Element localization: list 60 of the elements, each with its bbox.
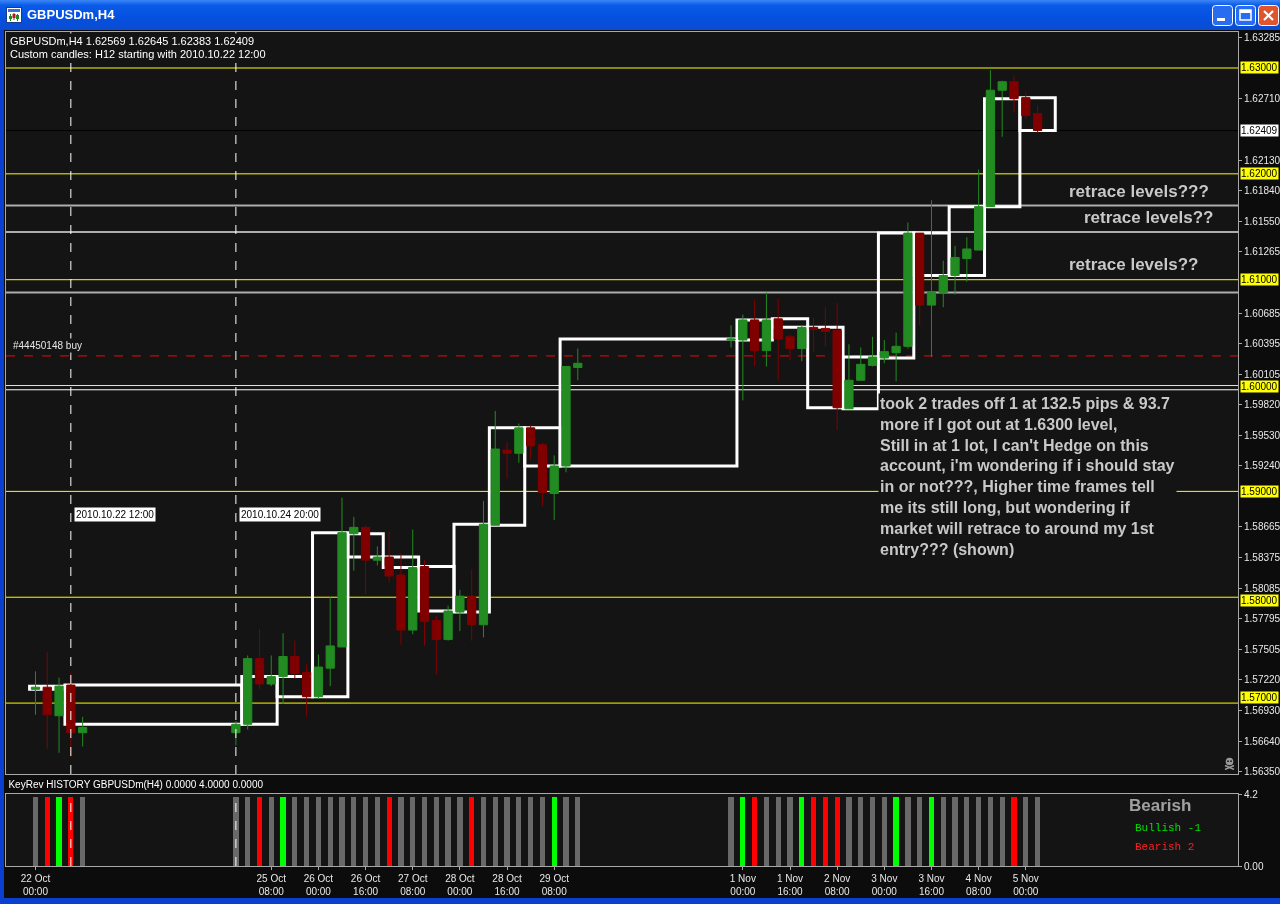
y-tick-label: 1.56350 (1244, 766, 1280, 778)
x-tick-label: 26 Oct 00:00 (303, 873, 334, 897)
ref-line-label: 1.62409 (1241, 125, 1278, 136)
x-tick-label: 29 Oct 08:00 (539, 873, 570, 897)
annotation: retrace levels??? (1069, 182, 1209, 201)
x-tick-label: 25 Oct 08:00 (256, 873, 287, 897)
annotation: Bearish 2 (1135, 841, 1195, 853)
y-tick-label: 1.56930 (1244, 704, 1280, 716)
x-tick-label: 28 Oct 00:00 (445, 873, 475, 897)
y-tick-label: 0.00 (1244, 860, 1264, 872)
y-tick-label: 1.59820 (1244, 399, 1280, 411)
y-tick-label: 1.60685 (1244, 307, 1280, 319)
y-tick-label: 1.58665 (1244, 521, 1280, 533)
annotation: retrace levels?? (1069, 255, 1199, 274)
x-tick-label: 5 Nov 00:00 (1012, 873, 1039, 897)
ref-line-label: 1.58000 (1241, 595, 1278, 606)
y-tick-label: 1.59530 (1244, 429, 1280, 441)
y-tick-label: 1.62710 (1244, 93, 1280, 105)
y-tick-label: 1.62130 (1244, 154, 1280, 166)
x-tick-label: 26 Oct 16:00 (350, 873, 381, 897)
ref-line-label: 2010.10.24 20:00 (241, 509, 320, 520)
x-tick-label: 28 Oct 16:00 (492, 873, 522, 897)
y-tick-label: 1.61265 (1244, 246, 1280, 258)
chart-title: KeyRev HISTORY GBPUSDm(H4) 0.0000 4.0000 0.0000 (8, 778, 264, 790)
y-tick-label: 1.57795 (1244, 613, 1280, 625)
x-tick-label: 1 Nov 00:00 (729, 873, 756, 897)
ref-line-label: 1.59000 (1241, 486, 1278, 497)
ref-line-label: 1.60000 (1241, 381, 1278, 392)
y-tick-label: 1.59240 (1244, 460, 1280, 472)
y-tick-label: 1.57505 (1244, 644, 1280, 656)
annotation: #44450148 buy (13, 340, 82, 351)
y-tick-label: 1.61550 (1244, 215, 1280, 227)
ref-line-label: 1.57000 (1241, 692, 1278, 703)
annotation: retrace levels?? (1084, 208, 1214, 227)
ref-line-label: 2010.10.22 12:00 (76, 509, 155, 520)
ref-line-label: 1.61000 (1241, 274, 1278, 285)
annotation: Bearish (1129, 796, 1192, 815)
y-tick-label: 1.58085 (1244, 582, 1280, 594)
y-tick-label: 1.60105 (1244, 368, 1280, 380)
annotation: Custom candles: H12 starting with 2010.10.22 12:00 (10, 48, 266, 60)
y-tick-label: 1.63285 (1244, 32, 1280, 44)
y-tick-label: 1.58375 (1244, 552, 1280, 564)
y-tick-label: 4.2 (1244, 788, 1259, 800)
x-tick-label: 27 Oct 08:00 (398, 873, 428, 897)
x-tick-label: 3 Nov 00:00 (871, 873, 898, 897)
y-tick-label: 1.56640 (1244, 735, 1280, 747)
chart-title: GBPUSDm,H4 (27, 7, 115, 22)
annotation: Bullish -1 (1135, 822, 1202, 834)
x-tick-label: 2 Nov 08:00 (824, 873, 851, 897)
y-tick-label: 1.57220 (1244, 674, 1280, 686)
x-tick-label: 3 Nov 16:00 (918, 873, 945, 897)
x-tick-label: 4 Nov 08:00 (965, 873, 992, 897)
x-tick-label: 22 Oct 00:00 (20, 873, 51, 897)
y-tick-label: 1.61840 (1244, 185, 1280, 197)
annotation: took 2 trades off 1 at 132.5 pips & 93.7 more if I got out at 1.6300 level, Still in at 1 lot, I can't Hedge on this account, i'm wondering if i should stay in or not???, Higher time frames tell me its still long, but wondering if market will retrace to around my 1st entry??? (shown) (880, 395, 1175, 558)
ref-line-label: 1.62000 (1241, 168, 1278, 179)
ref-line-label: 1.63000 (1241, 62, 1278, 73)
chart-subtitle: GBPUSDm,H4 1.62569 1.62645 1.62383 1.62409 (10, 35, 255, 47)
y-tick-label: 1.60395 (1244, 338, 1280, 350)
x-tick-label: 1 Nov 16:00 (776, 873, 804, 897)
